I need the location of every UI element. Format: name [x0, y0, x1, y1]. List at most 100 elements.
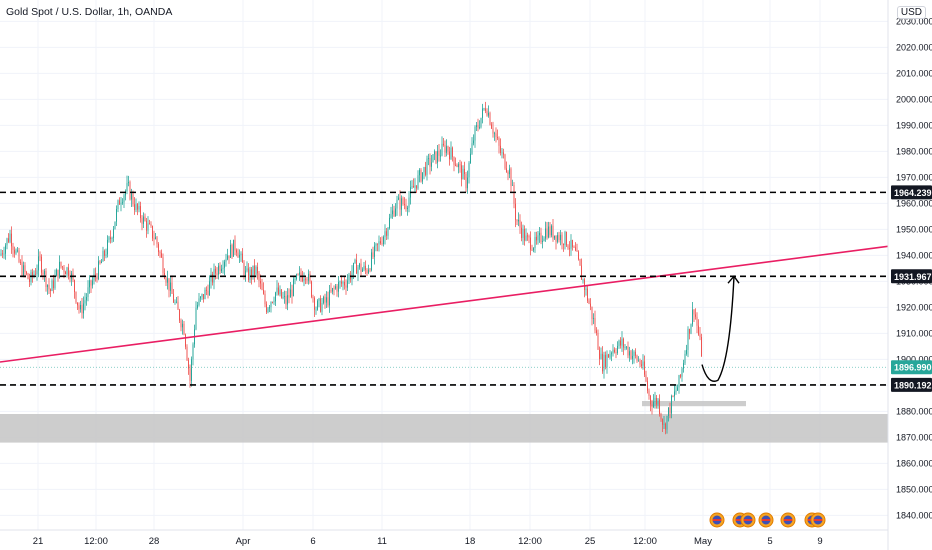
candle-body — [191, 359, 192, 381]
candle-body — [459, 164, 461, 166]
candle-body — [572, 239, 573, 247]
candle-body — [56, 269, 57, 277]
candle-body — [516, 219, 518, 222]
candle-body — [149, 223, 150, 225]
candle-body — [162, 257, 164, 274]
candle-body — [504, 154, 506, 169]
candle-body — [590, 303, 591, 307]
candle-body — [35, 273, 36, 275]
y-tick-label: 1990.000 — [896, 120, 932, 130]
candle-body — [102, 250, 104, 262]
candle-body — [57, 269, 59, 278]
candle-body — [179, 309, 180, 321]
candle-body — [537, 235, 539, 241]
candle-body — [132, 193, 134, 205]
candle-body — [672, 396, 674, 397]
candle-body — [674, 391, 675, 397]
candle-body — [597, 332, 599, 350]
candle-body — [269, 307, 270, 309]
candle-body — [485, 108, 486, 111]
candle-body — [138, 206, 140, 210]
candle-body — [396, 199, 398, 209]
candle-body — [543, 238, 545, 241]
candle-body — [419, 169, 420, 176]
candle-body — [579, 259, 581, 266]
candle-body — [372, 252, 374, 257]
projection-arrow[interactable] — [701, 276, 735, 382]
candle-body — [401, 198, 402, 210]
candle-body — [602, 353, 603, 372]
candle-body — [680, 375, 681, 377]
level-2-price-label: 1931.967 — [894, 272, 932, 282]
candle-body — [186, 346, 188, 361]
candle-body — [146, 220, 147, 231]
candle-body — [617, 346, 618, 353]
candle-body — [591, 306, 593, 319]
candle-body — [282, 296, 284, 298]
candle-body — [198, 298, 200, 306]
candle-body — [641, 364, 642, 366]
candle-body — [374, 245, 375, 257]
candle-body — [614, 349, 615, 352]
candle-body — [128, 182, 129, 184]
candle-body — [384, 231, 386, 237]
candle-body — [228, 255, 230, 258]
candle-body — [500, 145, 501, 153]
y-tick-label: 1870.000 — [896, 432, 932, 442]
candle-body — [494, 133, 495, 135]
candle-body — [564, 231, 566, 246]
candle-body — [698, 325, 699, 335]
candle-body — [89, 280, 90, 288]
candle-body — [302, 276, 303, 281]
candle-body — [123, 195, 125, 203]
candle-body — [230, 244, 231, 258]
candle-body — [683, 363, 684, 369]
candle-body — [599, 349, 600, 359]
candle-body — [17, 250, 18, 252]
candle-body — [27, 273, 29, 280]
candle-body — [131, 193, 132, 200]
candle-body — [444, 145, 446, 153]
trendline[interactable] — [0, 245, 889, 363]
candle-body — [242, 253, 243, 263]
candle-body — [279, 289, 281, 295]
candle-body — [11, 233, 12, 247]
candle-body — [383, 236, 384, 244]
candle-body — [644, 361, 645, 375]
candle-body — [552, 225, 554, 239]
candle-body — [336, 286, 338, 292]
candle-body — [653, 401, 654, 407]
currency-button[interactable]: USD — [896, 6, 926, 19]
candle-body — [296, 274, 297, 280]
candle-body — [45, 270, 47, 288]
candle-body — [12, 246, 14, 250]
candle-body — [573, 246, 575, 248]
candle-body — [638, 360, 639, 362]
candle-body — [300, 272, 302, 277]
candle-body — [65, 272, 66, 275]
candle-body — [224, 261, 225, 268]
candle-body — [80, 304, 81, 310]
candle-body — [174, 302, 176, 304]
candle-body — [665, 423, 666, 430]
candle-body — [137, 204, 138, 210]
candle-body — [95, 274, 96, 277]
candle-body — [314, 298, 315, 310]
candle-body — [612, 349, 614, 354]
candle-body — [233, 239, 234, 257]
candle-body — [389, 217, 390, 229]
candle-body — [75, 291, 77, 303]
candle-body — [227, 255, 228, 260]
candle-body — [78, 305, 80, 310]
candle-body — [422, 172, 423, 182]
candle-body — [335, 286, 336, 289]
candle-body — [53, 280, 54, 289]
candle-body — [524, 228, 525, 241]
candle-body — [338, 282, 339, 292]
candle-body — [456, 165, 458, 168]
candle-body — [143, 216, 144, 224]
candle-body — [263, 289, 264, 294]
candle-body — [405, 204, 407, 210]
candle-body — [120, 202, 122, 205]
